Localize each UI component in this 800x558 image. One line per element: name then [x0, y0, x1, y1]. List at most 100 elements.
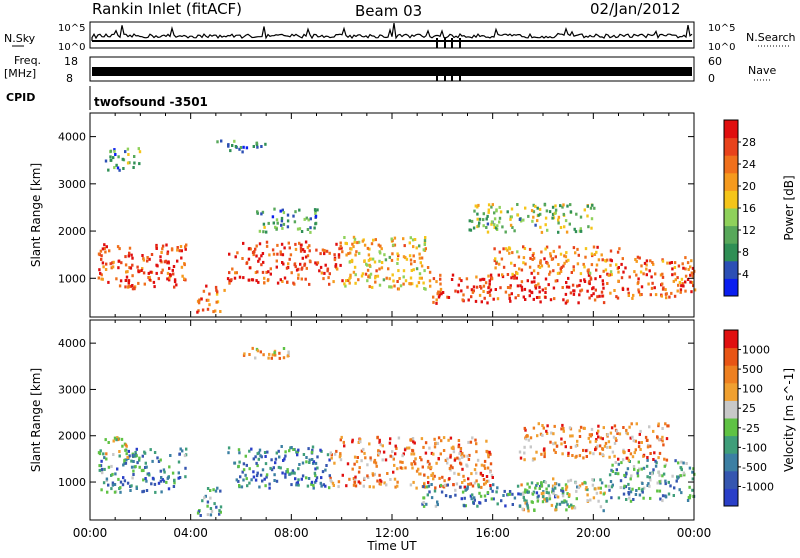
data-cell — [337, 253, 341, 257]
data-cell — [554, 486, 557, 490]
data-cell — [322, 277, 325, 281]
data-cell — [273, 207, 276, 211]
data-cell — [248, 467, 251, 471]
data-cell — [467, 298, 470, 302]
data-cell — [676, 289, 679, 293]
data-cell — [107, 465, 111, 469]
data-cell — [599, 491, 602, 495]
data-cell — [613, 454, 616, 458]
data-cell — [563, 225, 566, 229]
data-cell — [414, 457, 417, 461]
data-cell — [522, 295, 525, 299]
data-cell — [100, 273, 103, 277]
data-cell — [565, 508, 568, 512]
data-cell — [532, 426, 536, 430]
data-cell — [490, 277, 494, 281]
y-tick-label: 3000 — [58, 178, 86, 191]
data-cell — [343, 236, 346, 239]
data-cell — [401, 460, 404, 464]
data-cell — [604, 259, 607, 263]
data-cell — [387, 267, 390, 271]
data-cell — [551, 216, 554, 220]
data-cell — [256, 464, 259, 468]
data-cell — [299, 249, 303, 253]
data-cell — [458, 457, 461, 461]
y-tick-label: 2000 — [58, 430, 86, 443]
data-cell — [540, 484, 544, 488]
data-cell — [410, 452, 413, 456]
data-cell — [405, 257, 409, 261]
data-cell — [564, 255, 568, 259]
data-cell — [490, 497, 493, 501]
data-cell — [118, 454, 121, 458]
data-cell — [261, 210, 265, 214]
data-cell — [173, 278, 177, 282]
data-cell — [124, 443, 128, 447]
data-cell — [421, 502, 424, 506]
data-cell — [424, 451, 428, 455]
data-cell — [544, 287, 547, 291]
data-cell — [549, 270, 552, 274]
data-cell — [684, 256, 687, 260]
data-cell — [171, 268, 174, 272]
data-cell — [295, 450, 298, 454]
data-cell — [409, 276, 413, 280]
data-cell — [531, 458, 535, 462]
data-cell — [316, 208, 319, 212]
data-cell — [520, 280, 524, 284]
data-cell — [214, 489, 218, 493]
data-cell — [491, 203, 494, 207]
data-cell — [332, 484, 335, 487]
data-cell — [435, 298, 438, 302]
data-cell — [268, 486, 271, 490]
data-cell — [209, 489, 212, 492]
data-cell — [105, 262, 108, 266]
data-cell — [306, 484, 310, 488]
data-cell — [648, 269, 651, 273]
data-cell — [600, 253, 603, 257]
data-cell — [600, 290, 604, 294]
data-cell — [294, 210, 297, 214]
colorbar-tick-label: 12 — [742, 224, 756, 237]
data-cell — [671, 273, 674, 277]
data-cell — [236, 251, 239, 255]
data-cell — [629, 452, 633, 456]
data-cell — [466, 464, 469, 468]
data-cell — [238, 275, 242, 279]
data-cell — [542, 490, 545, 494]
data-cell — [609, 480, 613, 483]
data-cell — [110, 487, 113, 491]
data-cell — [129, 284, 133, 288]
data-cell — [314, 467, 317, 471]
data-cell — [569, 203, 572, 207]
data-cell — [220, 139, 223, 143]
data-cell — [504, 230, 507, 234]
data-cell — [109, 155, 112, 159]
data-cell — [148, 275, 151, 279]
data-cell — [230, 278, 233, 282]
data-cell — [473, 468, 477, 472]
data-cell — [476, 205, 479, 209]
data-cell — [112, 156, 115, 160]
data-cell — [579, 279, 582, 283]
data-cell — [329, 476, 332, 480]
data-cell — [100, 254, 103, 258]
data-cell — [295, 268, 299, 272]
data-cell — [134, 465, 137, 469]
data-cell — [210, 509, 214, 513]
data-cell — [439, 273, 442, 277]
data-cell — [522, 256, 526, 260]
data-cell — [168, 276, 171, 280]
data-cell — [661, 427, 664, 430]
data-cell — [273, 479, 276, 482]
colorbar-segment — [724, 347, 738, 366]
data-cell — [347, 279, 350, 282]
data-cell — [129, 489, 132, 492]
data-cell — [532, 203, 535, 207]
data-cell — [633, 270, 636, 274]
data-cell — [321, 248, 325, 252]
data-cell — [105, 452, 108, 456]
data-cell — [539, 432, 543, 436]
data-cell — [252, 475, 256, 479]
data-cell — [327, 276, 330, 280]
